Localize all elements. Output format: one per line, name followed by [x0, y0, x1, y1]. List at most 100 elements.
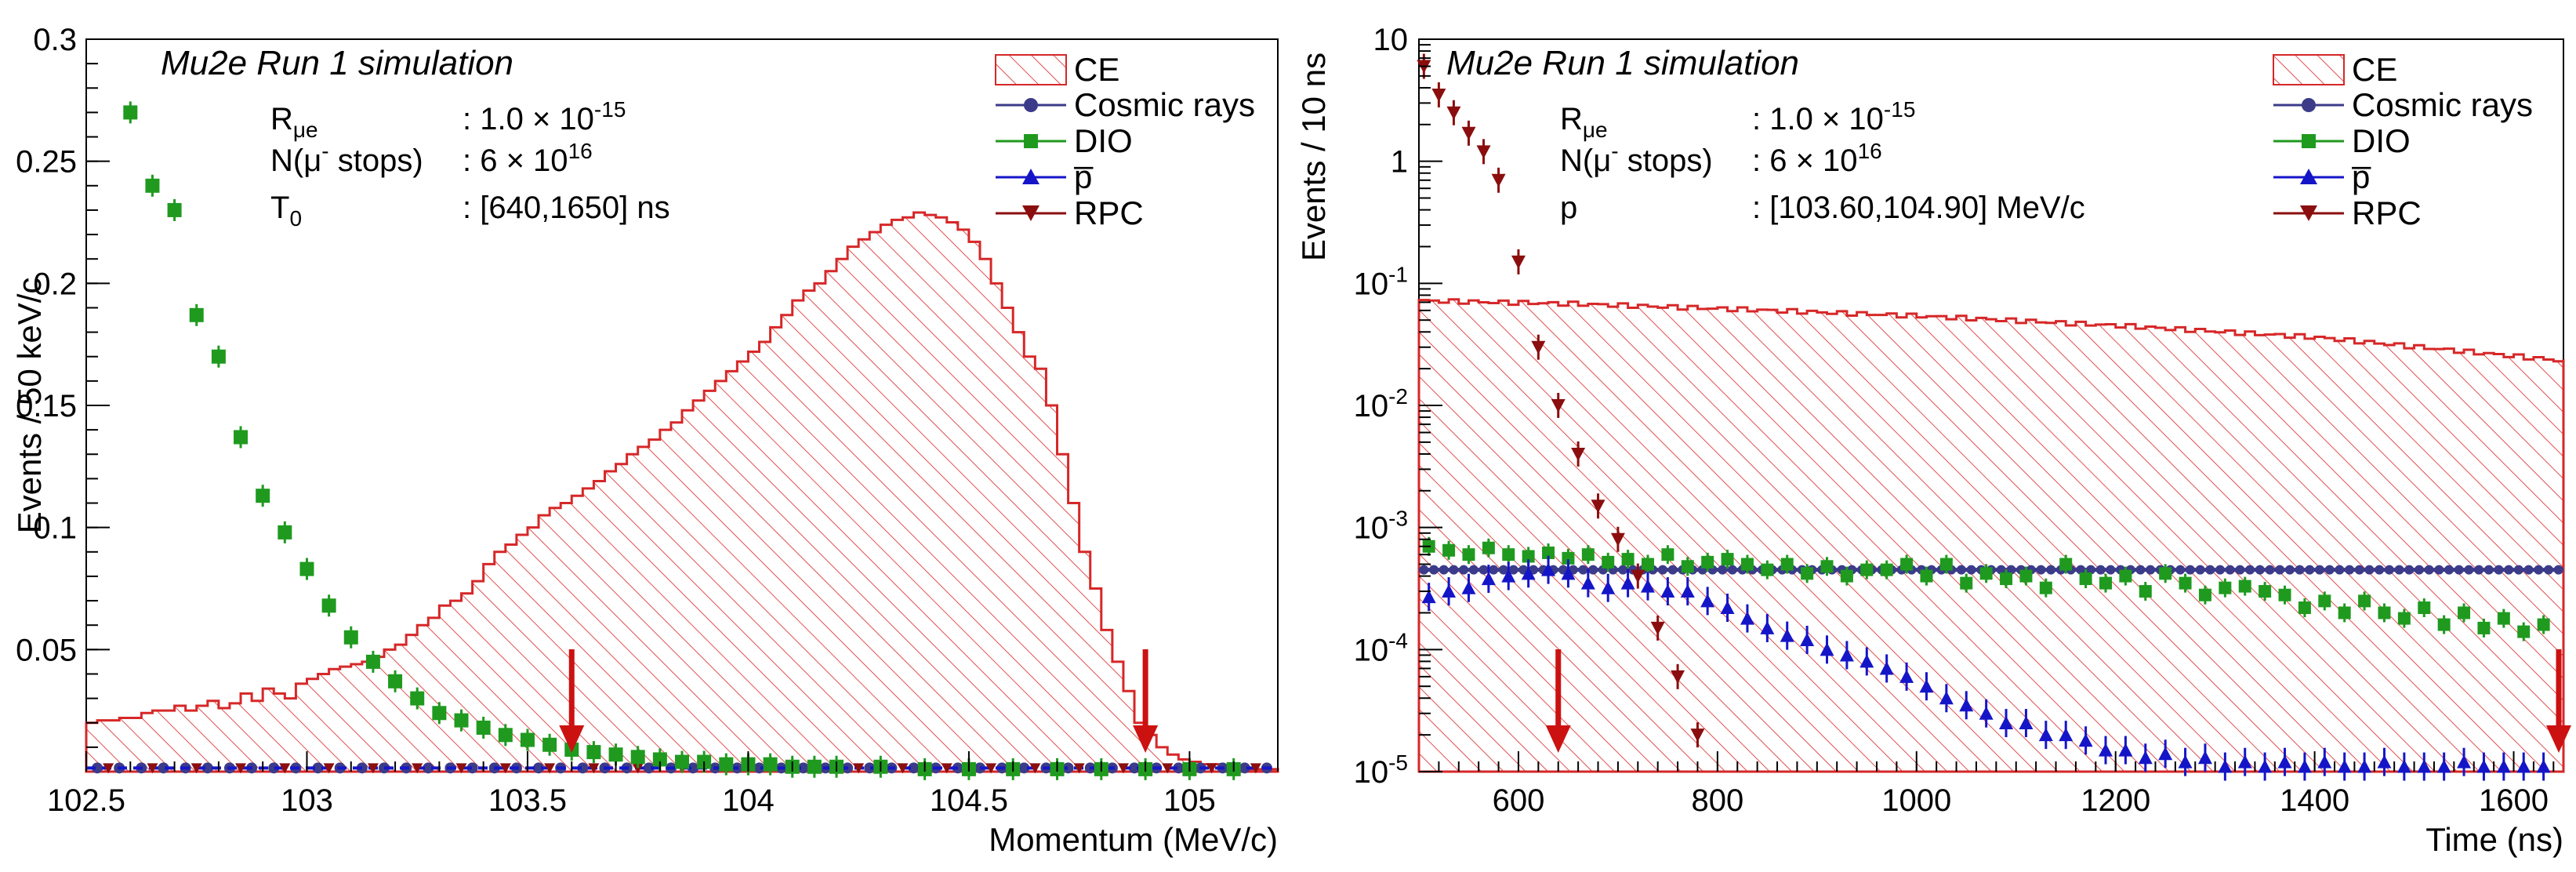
right-cosmic-point: [2534, 565, 2544, 575]
right-dio-point: [1462, 548, 1475, 561]
right-dio-point: [1442, 543, 1456, 557]
right-cosmic-point: [1498, 565, 1508, 575]
right-dio-point: [1562, 551, 1575, 565]
right-cosmic-point: [2523, 565, 2534, 575]
right-dio-point: [2059, 558, 2073, 571]
right-cosmic-point: [1718, 565, 1728, 575]
left-dio-point: [542, 737, 557, 752]
right-cosmic-point: [1459, 565, 1469, 575]
left-cosmic-point: [533, 762, 545, 774]
left-rpc-point: [941, 763, 952, 774]
right-pbar-point: [1859, 654, 1874, 668]
right-pbar-point: [1979, 706, 1994, 720]
right-pbar-point: [1620, 576, 1635, 590]
right-pbar-point: [1561, 566, 1576, 580]
right-cosmic-point: [2474, 565, 2484, 575]
left-cosmic-point: [1239, 762, 1250, 774]
left-dio-point: [520, 732, 535, 747]
left-dio-point: [675, 754, 689, 769]
right-cosmic-point: [1439, 565, 1449, 575]
right-pbar-point: [2258, 759, 2273, 773]
right-info-r-value: : 1.0 × 10-15: [1752, 97, 1915, 136]
right-cosmic-point: [1966, 565, 1976, 575]
left-chart-title: Mu2e Run 1 simulation: [161, 44, 513, 82]
right-pbar-point: [2158, 747, 2173, 761]
left-rpc-point: [190, 763, 202, 774]
right-cosmic-point: [1478, 565, 1489, 575]
right-cosmic-point: [2095, 565, 2106, 575]
right-pbar-point: [1740, 611, 1754, 625]
right-cosmic-point: [2195, 565, 2205, 575]
left-dio-point: [256, 489, 270, 503]
right-cosmic-point: [2494, 565, 2504, 575]
right-pbar-point: [2019, 716, 2034, 730]
left-dio-point: [299, 561, 314, 576]
right-cosmic-point: [2006, 565, 2016, 575]
left-info-n-value: : 6 × 1016: [463, 139, 593, 178]
right-rpc-point: [1571, 447, 1586, 461]
right-dio-point: [1621, 553, 1634, 566]
right-pbar-point: [1501, 569, 1516, 583]
left-dio-point: [586, 745, 601, 760]
right-rpc-point: [1591, 500, 1605, 514]
right-legend-cosmic-label: Cosmic rays: [2352, 86, 2533, 123]
left-cosmic-point: [908, 762, 920, 774]
right-pbar-point: [2277, 754, 2292, 768]
left-legend-dio-marker: [1024, 134, 1038, 148]
right-cosmic-point: [2106, 565, 2116, 575]
left-info-t-label: T0: [270, 191, 302, 231]
left-cosmic-point: [1062, 762, 1074, 774]
right-pbar-point: [1521, 566, 1536, 580]
right-pbar-point: [2457, 754, 2472, 768]
right-rpc-point: [1461, 126, 1476, 140]
right-dio-point: [2238, 580, 2251, 593]
right-dio-point: [1880, 563, 1893, 576]
left-rpc-point: [279, 763, 291, 774]
right-pbar-point: [1481, 572, 1496, 586]
right-cosmic-point: [2284, 565, 2295, 575]
left-rpc-point: [1250, 763, 1261, 774]
right-dio-point: [2338, 606, 2351, 619]
right-dio-point: [1542, 546, 1555, 559]
left-dio-point: [234, 430, 249, 445]
right-panel: 600 800 1000 1200 1400 1600 10-5 10-4 10-3 10-2 10…: [1295, 23, 2571, 858]
right-axes: 600 800 1000 1200 1400 1600 10-5 10-4 10-3 10-2 10…: [1354, 23, 2555, 818]
left-y-tick-label: 0.05: [16, 633, 77, 667]
left-rpc-point: [1029, 763, 1041, 774]
right-cosmic-point: [2364, 565, 2375, 575]
right-dio-point: [1780, 558, 1794, 571]
left-y-axis-label: Events / 50 keV/c: [11, 278, 48, 534]
left-legend-cosmic-label: Cosmic rays: [1074, 86, 1255, 123]
right-legend-dio-label: DIO: [2352, 122, 2411, 159]
right-cosmic-point: [2235, 565, 2245, 575]
left-dio-point: [321, 598, 336, 613]
left-legend-rpc-marker: [1022, 205, 1039, 221]
left-dio-point: [211, 349, 226, 364]
right-pbar-point: [1601, 580, 1616, 594]
right-cosmic-point: [2404, 565, 2415, 575]
right-dio-point: [2039, 581, 2052, 594]
right-cosmic-point: [2335, 565, 2345, 575]
left-dio-point: [719, 757, 734, 772]
left-dio-point: [652, 752, 667, 767]
left-y-tick-label: 0.2: [33, 267, 77, 301]
left-rpc-point: [1206, 763, 1217, 774]
right-rpc-point: [1476, 145, 1491, 159]
left-x-tick-label: 105: [1163, 783, 1216, 818]
right-rpc-point: [1531, 340, 1546, 354]
left-y-tick-label: 0.1: [33, 511, 77, 546]
left-cosmic-point: [423, 762, 434, 774]
right-pbar-point: [2337, 759, 2352, 773]
right-pbar-point: [1839, 648, 1854, 662]
right-x-tick-label: 1200: [2081, 783, 2150, 818]
left-dio-point: [145, 178, 160, 193]
right-y-tick-label: 10-5: [1354, 750, 1408, 790]
right-pbar-point: [2237, 754, 2252, 768]
right-cosmic-point: [1727, 565, 1737, 575]
left-x-axis-label: Momentum (MeV/c): [989, 821, 1278, 858]
left-cosmic-point: [1173, 762, 1185, 774]
left-dio-point: [763, 757, 778, 772]
right-cosmic-point: [2384, 565, 2394, 575]
right-cosmic-point: [2295, 565, 2305, 575]
